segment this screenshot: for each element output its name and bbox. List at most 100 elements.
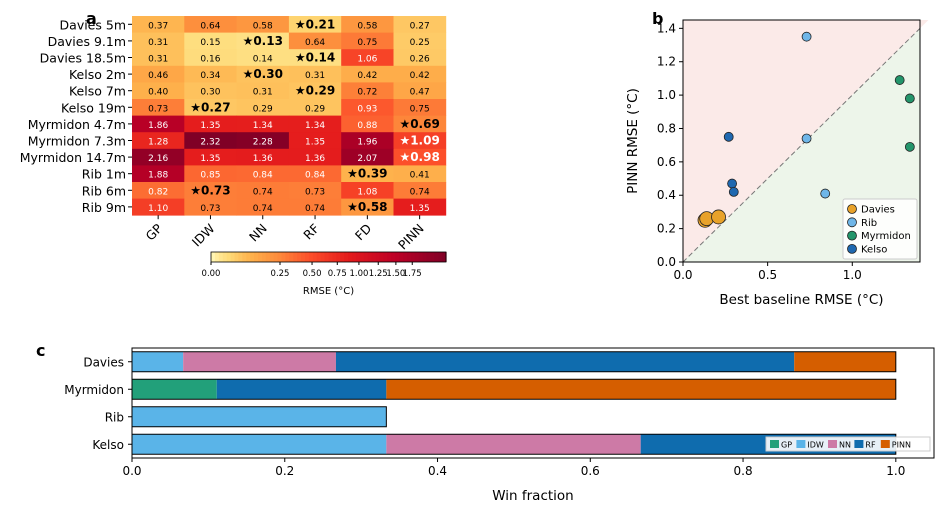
scatter-point-rib bbox=[820, 188, 831, 199]
heatmap-cell bbox=[184, 16, 237, 33]
heatmap-cell bbox=[236, 198, 290, 216]
colorbar-segment bbox=[406, 252, 412, 262]
scatter-y-tick-label: 1.4 bbox=[657, 21, 676, 35]
heatmap-cell-label: 2.16 bbox=[148, 154, 168, 164]
heatmap-row-label: Myrmidon 14.7m bbox=[20, 150, 126, 165]
scatter-y-tick-label: 0.4 bbox=[657, 188, 676, 202]
colorbar-segment bbox=[324, 252, 330, 262]
heatmap-cell bbox=[184, 49, 237, 67]
scatter-legend-label: Davies bbox=[861, 205, 895, 216]
heatmap-row-label: Davies 5m bbox=[60, 17, 126, 32]
heatmap-cell-label: 1.36 bbox=[253, 154, 273, 164]
heatmap-cell bbox=[393, 165, 447, 183]
heatmap-cell bbox=[288, 132, 342, 150]
scatter-point-myrmidon bbox=[904, 141, 915, 152]
heatmap-cell-label: 2.07 bbox=[357, 154, 377, 164]
heatmap-cell bbox=[393, 49, 447, 67]
scatter-legend-label: Kelso bbox=[861, 244, 887, 255]
heatmap-cell bbox=[288, 65, 342, 83]
heatmap-row-label: Myrmidon 4.7m bbox=[28, 117, 126, 132]
heatmap-cell bbox=[288, 82, 342, 100]
win-bar-idw bbox=[132, 406, 387, 427]
heatmap-row-label: Davies 18.5m bbox=[40, 51, 126, 66]
colorbar-label: RMSE (°C) bbox=[303, 286, 354, 297]
colorbar-segment bbox=[320, 252, 326, 262]
scatter-point-kelso bbox=[723, 131, 734, 142]
heatmap-row-label: Davies 9.1m bbox=[48, 34, 126, 49]
heatmap-cell bbox=[341, 16, 394, 33]
colorbar-segment bbox=[305, 252, 310, 262]
heatmap-cell-label: ★0.13 bbox=[243, 34, 283, 48]
heatmap-cell-label: 0.73 bbox=[305, 187, 325, 197]
colorbar-segment bbox=[391, 252, 396, 262]
heatmap-cell-label: 1.34 bbox=[253, 121, 273, 131]
bar-x-tick-label: 0.8 bbox=[734, 464, 753, 478]
heatmap-row-label: Rib 9m bbox=[82, 200, 126, 215]
colorbar-segment bbox=[383, 252, 388, 262]
colorbar-segment bbox=[367, 252, 373, 262]
colorbar-segment bbox=[316, 252, 322, 262]
heatmap-cell-label: 0.75 bbox=[357, 38, 377, 48]
heatmap-cell-label: 1.34 bbox=[305, 121, 325, 131]
bar-category-label: Kelso bbox=[92, 438, 124, 452]
scatter-x-label: Best baseline RMSE (°C) bbox=[719, 292, 883, 308]
colorbar-segment bbox=[289, 252, 294, 262]
colorbar-segment bbox=[414, 252, 420, 262]
colorbar-segment bbox=[211, 252, 216, 262]
heatmap-cell bbox=[132, 82, 185, 100]
colorbar-tick-label: 0.00 bbox=[202, 269, 221, 279]
heatmap-cell bbox=[393, 16, 447, 33]
heatmap-cell-label: 0.84 bbox=[253, 171, 273, 181]
win-bar-rf bbox=[216, 379, 387, 400]
heatmap-cell bbox=[236, 32, 290, 50]
scatter-point-myrmidon bbox=[894, 75, 905, 85]
heatmap-cell-label: 0.41 bbox=[410, 171, 430, 181]
colorbar-segment bbox=[214, 252, 220, 262]
heatmap-col-label: IDW bbox=[189, 221, 218, 250]
colorbar-segment bbox=[250, 252, 255, 262]
colorbar-segment bbox=[402, 252, 408, 262]
scatter-legend-box bbox=[842, 198, 918, 260]
colorbar-tick-label: 1.25 bbox=[369, 269, 388, 279]
colorbar-tick-label: 1.50 bbox=[386, 269, 405, 279]
heatmap-cell-label: 1.35 bbox=[305, 138, 325, 148]
heatmap-cell bbox=[341, 82, 394, 100]
heatmap-cell-label: ★0.27 bbox=[190, 100, 230, 114]
scatter-point-myrmidon bbox=[904, 93, 915, 104]
win-bar-pinn bbox=[794, 351, 896, 372]
bar-legend-label: PINN bbox=[892, 441, 911, 450]
heatmap-cell-label: 1.35 bbox=[200, 154, 220, 164]
heatmap-cell-label: 0.40 bbox=[148, 88, 168, 98]
heatmap-cell bbox=[393, 182, 447, 199]
scatter-y-tick-label: 0.6 bbox=[657, 155, 676, 169]
heatmap-cell bbox=[132, 16, 185, 33]
heatmap-row-label: Rib 6m bbox=[82, 183, 126, 198]
heatmap-cell-label: ★0.69 bbox=[399, 117, 439, 131]
heatmap-cell bbox=[132, 49, 185, 67]
heatmap-cell-label: 0.16 bbox=[200, 55, 220, 65]
colorbar-segment bbox=[312, 252, 318, 262]
colorbar-segment bbox=[438, 252, 443, 262]
colorbar-segment bbox=[308, 252, 314, 262]
win-bar-idw bbox=[132, 351, 184, 372]
heatmap-cell-label: 0.73 bbox=[200, 204, 220, 214]
heatmap-cell-label: 0.14 bbox=[253, 55, 273, 65]
heatmap-cell bbox=[288, 32, 342, 50]
heatmap-cell-label: 1.86 bbox=[148, 121, 168, 131]
bars-frame bbox=[131, 347, 935, 459]
heatmap-cell bbox=[236, 132, 290, 150]
heatmap-cell-label: 0.37 bbox=[148, 21, 168, 31]
colorbar-segment bbox=[273, 252, 279, 262]
colorbar-segment bbox=[218, 252, 224, 262]
bar-legend-label: IDW bbox=[807, 441, 824, 450]
colorbar-segment bbox=[426, 252, 431, 262]
scatter-panel: 0.0 0.5 1.0 0.0 0.2 0.4 0.6 0.8 1.0 1.2 1.4 Best ba… bbox=[625, 19, 929, 308]
heatmap-cell-label: 0.31 bbox=[148, 38, 168, 48]
colorbar-segment bbox=[387, 252, 392, 262]
heatmap-cell bbox=[288, 198, 342, 216]
colorbar-segment bbox=[285, 252, 290, 262]
heatmap-cell bbox=[236, 182, 290, 199]
scatter-y-tick-label: 0.0 bbox=[657, 255, 676, 269]
heatmap-cell-label: 0.82 bbox=[148, 187, 168, 197]
heatmap-cell bbox=[288, 115, 342, 133]
